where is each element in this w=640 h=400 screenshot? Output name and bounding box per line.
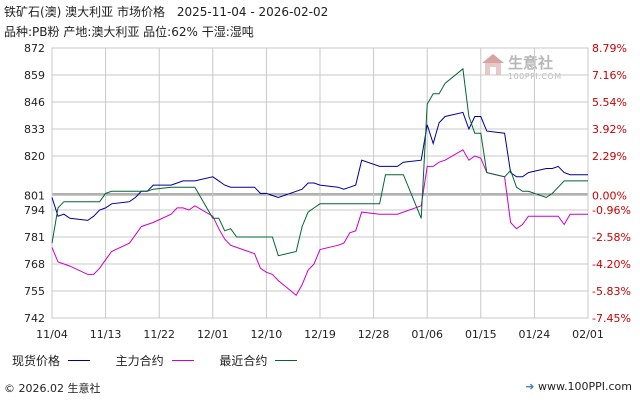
- legend-label-spot: 现货价格: [12, 354, 61, 368]
- y-tick-label-left: 872: [24, 42, 45, 55]
- y-tick-label-right: -0.96%: [592, 204, 631, 217]
- x-tick-label: 11/04: [36, 328, 68, 341]
- chart-title: 铁矿石(澳) 澳大利亚 市场价格 2025-11-04 - 2026-02-02: [4, 3, 328, 20]
- chart-legend: 现货价格 主力合约 最近合约: [12, 352, 305, 369]
- y-tick-label-left: 781: [24, 231, 45, 244]
- x-tick-label: 11/13: [90, 328, 122, 341]
- y-tick-label-left: 859: [24, 69, 45, 82]
- legend-label-recent: 最近合约: [219, 354, 268, 368]
- chart-title-text: 铁矿石(澳) 澳大利亚 市场价格: [4, 5, 165, 19]
- y-tick-label-right: -4.20%: [592, 258, 631, 271]
- y-tick-label-right: 8.79%: [592, 42, 627, 55]
- legend-swatch-spot: [67, 360, 90, 361]
- y-tick-label-right: -5.83%: [592, 285, 631, 298]
- x-tick-label: 12/10: [251, 328, 283, 341]
- logo-icon: [482, 54, 504, 75]
- y-tick-label-right: 0.00%: [592, 189, 627, 202]
- series-line-recent: [51, 67, 588, 257]
- chart-date-range: 2025-11-04 - 2026-02-02: [176, 5, 329, 19]
- legend-label-main: 主力合约: [115, 354, 164, 368]
- x-tick-label: 02/01: [572, 328, 604, 341]
- y-tick-label-left: 820: [24, 150, 45, 163]
- y-tick-label-right: -7.45%: [592, 312, 631, 325]
- x-tick-label: 01/24: [519, 328, 551, 341]
- y-tick-label-left: 794: [24, 204, 45, 217]
- site-icon: ➜: [525, 380, 535, 393]
- x-tick-label: 12/28: [358, 328, 390, 341]
- x-tick-label: 01/06: [411, 328, 443, 341]
- y-tick-label-left: 755: [24, 285, 45, 298]
- y-tick-label-right: 2.29%: [592, 150, 627, 163]
- site-url: www.100PPI.com: [538, 380, 632, 393]
- watermark-name: 生意社: [508, 54, 554, 72]
- x-tick-label: 12/19: [304, 328, 336, 341]
- x-tick-label: 01/15: [465, 328, 497, 341]
- legend-swatch-main: [171, 360, 194, 361]
- y-tick-label-left: 801: [24, 189, 45, 202]
- legend-swatch-recent: [275, 360, 298, 361]
- y-tick-label-right: 5.54%: [592, 96, 627, 109]
- y-tick-label-right: 3.92%: [592, 123, 627, 136]
- series-line-spot: [51, 111, 588, 221]
- x-tick-label: 11/22: [143, 328, 175, 341]
- copyright-text: © 2026.02 生意社: [4, 382, 101, 395]
- site-link[interactable]: ➜ www.100PPI.com: [525, 380, 632, 393]
- y-tick-label-left: 768: [24, 258, 45, 271]
- x-tick-label: 12/01: [197, 328, 229, 341]
- y-tick-label-left: 846: [24, 96, 45, 109]
- y-tick-label-right: 7.16%: [592, 69, 627, 82]
- y-tick-label-left: 833: [24, 123, 45, 136]
- y-tick-label-left: 742: [24, 312, 45, 325]
- y-tick-label-right: -2.58%: [592, 231, 631, 244]
- chart-subtitle: 品种:PB粉 产地:澳大利亚 品位:62% 干湿:湿吨: [4, 25, 254, 39]
